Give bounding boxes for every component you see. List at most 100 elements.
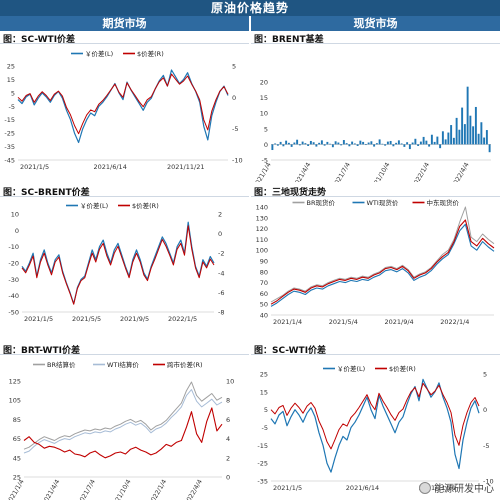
bar [436,136,439,145]
x-tick-label: 2021/6/14 [94,163,127,171]
y-tick-label: -10 [8,243,19,251]
series-line-3 [270,219,495,305]
bar [430,134,433,145]
y-tick-label: -15 [4,116,15,124]
x-tick-label: 2021/1/5 [20,163,49,171]
series-line-2 [21,225,215,305]
bar [307,144,310,146]
y-right-tick-label: 4 [226,435,230,443]
bar [312,142,315,145]
y-tick-label: 90 [260,258,268,266]
bar [378,139,381,145]
bar [469,115,472,145]
bar [375,143,378,145]
y-tick-label: 0 [15,227,19,235]
y-tick-label: 15 [260,94,268,102]
x-tick-label: 2021/10/4 [369,162,391,183]
x-tick-label: 2021/5/5 [72,315,101,323]
chart-title: 图：三地现货走势 [254,188,327,198]
chart-sc-wti-spread: 25 15 5 -5 -15 -25 -35 -45 5 0 -5 -10 2021/1/5 2021/6… [4,49,242,171]
y-right-tick-label: -6 [218,289,224,297]
chart-title: 图：SC-WTI价差 [3,35,76,45]
bar [477,133,480,145]
bar [373,144,376,147]
y-tick-label: 40 [260,312,268,320]
bar [340,144,343,146]
y-tick-label: 15 [260,388,268,396]
bar [309,140,312,145]
chart-panel-brent-basis: 图：BRENT基差 20 15 10 5 0 -5 2021/1/4 2021/4/4 2021… [251,32,500,182]
bar [458,129,461,145]
bar [400,143,403,145]
y-tick-label: 60 [260,290,268,298]
bar [345,143,348,145]
bar [293,142,296,145]
x-tick-label: 2021/1/5 [273,484,302,492]
legend-label: BR结算价 [47,360,76,369]
x-tick-label: 2022/4/4 [184,479,204,500]
bar [474,106,477,145]
y-tick-label: 140 [256,204,268,212]
y-right-tick-label: 0 [218,230,222,238]
x-tick-label: 2022/4/4 [451,162,471,183]
bar [296,139,299,145]
bar [422,136,425,145]
chart-title: 图：SC-BRENT价差 [3,188,90,198]
x-tick-label: 2021/1/4 [273,318,302,326]
x-tick-label: 2021/4/4 [292,162,312,183]
bar [480,122,483,145]
page-title: 原油价格趋势 [0,0,500,16]
x-tick-label: 2022/1/4 [148,479,168,500]
bar [411,142,414,145]
y-tick-label: -35 [257,478,268,486]
bar [455,117,458,145]
x-tick-label: 2021/10/4 [110,479,132,500]
bar [279,141,282,145]
series-line-1 [270,378,480,473]
y-right-tick-label: 5 [232,63,236,71]
bar [381,143,384,145]
bar [348,144,351,147]
legend-label: $价差(R) [389,364,416,373]
x-tick-label: 2021/7/4 [77,479,97,500]
y-tick-label: 10 [260,110,268,118]
y-right-tick-label: -8 [218,309,224,317]
y-tick-label: 25 [13,474,21,482]
bar [331,144,334,148]
bar [315,144,318,147]
bar [334,141,337,145]
x-tick-label: 2021/1/5 [24,315,53,323]
y-tick-label: 65 [13,435,21,443]
chart-panel-three-spot-trend: 图：三地现货走势 140 130 120 110 100 90 80 70 60 50 40 2021… [251,185,500,335]
bar [370,141,373,145]
y-tick-label: -35 [4,143,15,151]
bar [323,144,326,146]
y-tick-label: -25 [257,460,268,468]
y-right-tick-label: 8 [226,397,230,405]
series-line-2 [270,223,495,307]
wechat-icon [419,481,431,494]
x-tick-label: 2021/1/4 [253,162,273,183]
bar [425,140,428,145]
bar [364,144,367,146]
y-tick-label: 5 [264,406,268,414]
bar [276,144,279,146]
x-tick-label: 2021/5/4 [329,318,358,326]
x-tick-label: 2022/1/4 [411,162,431,183]
bar [414,138,417,145]
bar [386,141,389,145]
legend-label: $价差(R) [137,49,164,58]
bar [282,144,285,147]
bar [287,142,290,145]
legend-label: WTI结算价 [107,360,139,369]
y-tick-label: 5 [264,125,268,133]
bar [466,86,469,145]
y-tick-label: 120 [256,225,268,233]
bar [389,140,392,145]
y-tick-label: -30 [8,276,19,284]
bar [320,140,323,145]
y-right-tick-label: 0 [226,474,230,482]
bar [304,143,307,145]
legend-label: ￥价差(L) [80,201,108,210]
legend-label: ￥价差(L) [337,364,365,373]
